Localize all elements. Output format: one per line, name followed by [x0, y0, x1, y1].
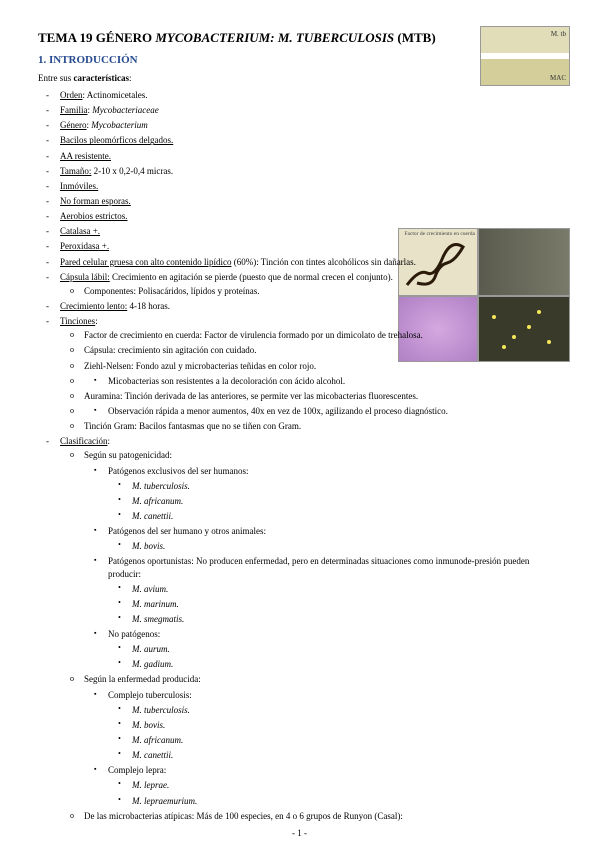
list-item: Complejo lepra: [108, 764, 561, 776]
list-item: De las microbacterias atípicas: Más de 1… [84, 810, 561, 822]
top-culture-image: M. tb MAC [480, 26, 570, 86]
list-item: M. avium. [132, 583, 561, 595]
list-item: M. tuberculosis. [132, 704, 561, 716]
top-image-label-mtb: M. tb [551, 30, 566, 38]
list-item: Patógenos oportunistas: No producen enfe… [108, 555, 561, 579]
list-item: Ziehl-Nelsen: Fondo azul y microbacteria… [84, 360, 464, 372]
list-item: No patógenos: [108, 628, 561, 640]
list-item: M. canettii. [132, 749, 561, 761]
list-item: Micobacterias son resistentes a la decol… [108, 375, 561, 387]
list-item: Peroxidasa +. [60, 240, 561, 252]
list-item: Bacilos pleomórficos delgados. [60, 134, 561, 146]
list-item: Orden: Actinomicetales. [60, 89, 561, 101]
list-item: M. gadium. [132, 658, 561, 670]
list-item: M. bovis. [132, 719, 561, 731]
list-item: Auramina: Tinción derivada de las anteri… [84, 390, 561, 402]
list-item: Género: Mycobacterium [60, 119, 561, 131]
list-item: Crecimiento lento: 4-18 horas. [60, 300, 561, 312]
page-number: - 1 - [0, 828, 599, 838]
list-item: Familia: Mycobacteriaceae [60, 104, 561, 116]
list-item: M. smegmatis. [132, 613, 561, 625]
list-item: Inmóviles. [60, 180, 561, 192]
list-item: Componentes: Polisacáridos, lípidos y pr… [84, 285, 440, 297]
list-item: M. lepraemurium. [132, 795, 561, 807]
list-item: Cápsula lábil: Crecimiento en agitación … [60, 271, 440, 297]
list-item: Observación rápida a menor aumentos, 40x… [108, 405, 561, 417]
list-item: Tinciones: Factor de crecimiento en cuer… [60, 315, 561, 432]
list-item: M. africanum. [132, 495, 561, 507]
list-item: Pared celular gruesa con alto contenido … [60, 256, 440, 268]
list-item: M. aurum. [132, 643, 561, 655]
list-item: M. canettii. [132, 510, 561, 522]
list-item: No forman esporas. [60, 195, 561, 207]
list-item: AA resistente. [60, 150, 561, 162]
list-item: Según su patogenicidad: [84, 449, 561, 461]
list-item: M. tuberculosis. [132, 480, 561, 492]
list-item: Complejo tuberculosis: [108, 689, 561, 701]
list-item: M. africanum. [132, 734, 561, 746]
list-item: Cápsula: crecimiento sin agitación con c… [84, 344, 464, 356]
list-item: Aerobios estrictos. [60, 210, 561, 222]
list-item: M. marinum. [132, 598, 561, 610]
list-item: Clasificación: Según su patogenicidad: P… [60, 435, 561, 822]
list-item: Tamaño: 2-10 x 0,2-0,4 micras. [60, 165, 561, 177]
list-item: Patógenos exclusivos del ser humanos: [108, 465, 561, 477]
list-item: Según la enfermedad producida: [84, 673, 561, 685]
list-item: M. bovis. [132, 540, 561, 552]
list-item: Factor de crecimiento en cuerda: Factor … [84, 329, 464, 341]
characteristics-list: Orden: Actinomicetales. Familia: Mycobac… [38, 89, 561, 822]
list-item: M. leprae. [132, 779, 561, 791]
list-item: Catalasa +. [60, 225, 561, 237]
list-item: Patógenos del ser humano y otros animale… [108, 525, 561, 537]
top-image-label-mac: MAC [550, 74, 566, 82]
list-item: Tinción Gram: Bacilos fantasmas que no s… [84, 420, 561, 432]
capsule-image [478, 228, 570, 296]
